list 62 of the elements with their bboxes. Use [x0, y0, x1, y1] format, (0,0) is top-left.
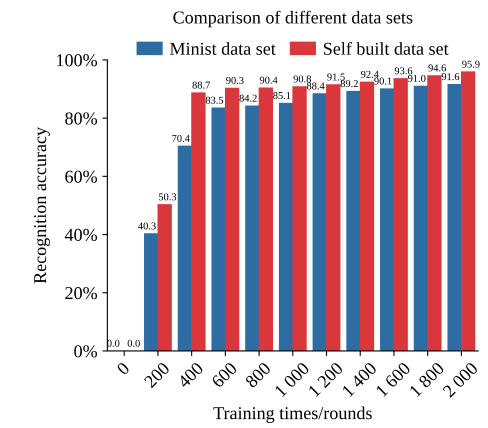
data-label: 95.9: [462, 60, 480, 68]
y-tick-label: 0%: [74, 345, 98, 358]
data-label: 0.0: [128, 340, 140, 347]
y-tick-label: 20%: [65, 287, 98, 300]
data-label: 83.5: [206, 96, 224, 104]
chart-title: Comparison of different data sets: [173, 10, 412, 28]
bar: [460, 71, 476, 351]
x-tick-label: 1 000: [274, 362, 310, 398]
bar: [326, 84, 340, 351]
bar: [245, 105, 260, 351]
bar: [211, 108, 226, 351]
bar: [224, 88, 240, 351]
data-label: 88.7: [192, 82, 210, 89]
x-tick-label: 800: [244, 362, 272, 388]
bar: [292, 86, 307, 351]
bar: [144, 233, 158, 351]
bar: [191, 92, 206, 351]
data-label: 91.5: [327, 73, 345, 81]
data-label: 90.3: [226, 76, 244, 84]
y-tick-label: 60%: [65, 170, 98, 183]
data-label: 40.3: [138, 222, 156, 230]
data-label: 90.4: [260, 76, 278, 84]
data-label: 94.6: [428, 64, 446, 72]
bar: [258, 87, 273, 351]
bar: [447, 84, 462, 351]
data-label: 88.4: [306, 82, 325, 90]
legend-label: Self built data set: [324, 42, 449, 55]
legend-label: Minist data set: [170, 42, 276, 55]
bar: [380, 88, 394, 351]
y-tick-label: 100%: [57, 54, 98, 66]
data-label: 93.6: [394, 67, 412, 74]
x-tick-label: 1 400: [342, 362, 378, 398]
data-label: 91.6: [442, 73, 460, 80]
data-label: 91.0: [408, 74, 426, 82]
x-tick-label: 2 000: [442, 362, 478, 398]
y-axis-title: Recognition accuracy: [34, 127, 50, 284]
x-tick-label: 600: [210, 362, 238, 388]
bar: [312, 93, 327, 351]
x-axis-title: Training times/rounds: [213, 406, 372, 423]
y-tick-label: 80%: [65, 112, 98, 125]
data-label: 89.2: [340, 80, 358, 88]
data-label: 70.4: [172, 134, 190, 142]
data-label: 90.1: [374, 78, 392, 85]
x-tick-label: 200: [144, 362, 170, 388]
bar: [178, 146, 192, 351]
bar: [346, 90, 361, 351]
data-label: 92.4: [360, 70, 379, 78]
data-label: 50.3: [158, 193, 176, 200]
bar: [427, 75, 442, 351]
bar: [414, 86, 428, 351]
y-tick-label: 40%: [64, 228, 98, 242]
x-tick-label: 0: [116, 362, 130, 376]
x-tick-label: 1 200: [308, 362, 344, 398]
data-label: 90.8: [294, 75, 312, 83]
x-tick-label: 1 600: [375, 362, 412, 398]
bar: [158, 204, 172, 351]
bar: [394, 78, 408, 351]
data-label: 85.1: [273, 92, 290, 100]
x-tick-label: 400: [176, 362, 204, 389]
bar: [278, 102, 294, 351]
bar: [360, 82, 374, 351]
data-label: 84.2: [239, 94, 257, 102]
